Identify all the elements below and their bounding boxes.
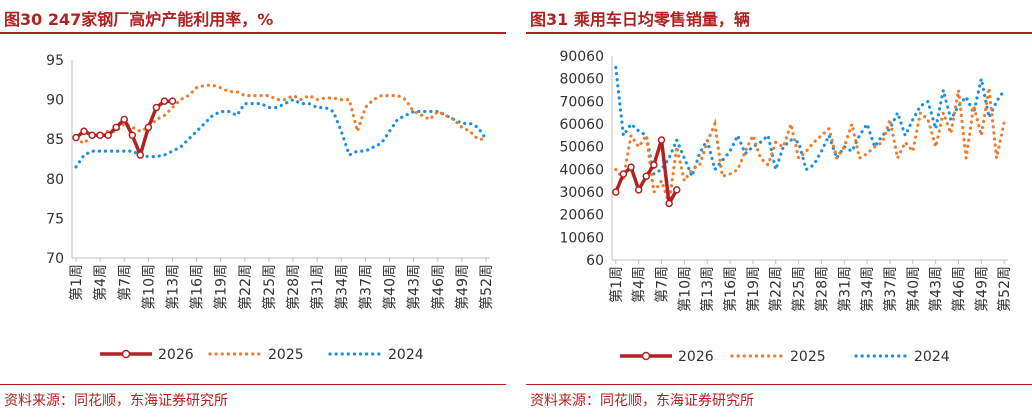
steel-utilization-chart: 70 75 80 85 90 95 第1周 第4周 第7周 第10周 第13周 第16周 第19周 第22… (46, 53, 495, 363)
legend-label-2025: 2025 (268, 347, 304, 363)
x-tick-label: 第34周 (859, 266, 876, 312)
y-tick-label: 75 (46, 211, 64, 227)
data-point-2026 (96, 131, 104, 139)
data-point-2026 (634, 186, 643, 194)
y-tick-label: 50060 (559, 140, 604, 156)
x-tick-label: 第10周 (676, 266, 693, 312)
x-tick-label: 第1周 (608, 266, 625, 303)
data-point-2026 (612, 188, 620, 196)
x-tick-label: 第52周 (478, 264, 495, 310)
title-rule (0, 32, 506, 34)
series-line-2025 (74, 83, 488, 146)
y-tick-label: 80060 (559, 72, 604, 88)
x-tick-label: 第49周 (454, 264, 471, 310)
x-tick-label: 第28周 (285, 264, 302, 310)
y-tick-label: 90 (46, 93, 64, 109)
data-point-2026 (160, 97, 169, 105)
data-point-2026 (168, 97, 177, 105)
x-tick-label: 第46周 (951, 266, 968, 312)
x-tick-label: 第40周 (382, 264, 399, 310)
data-point-2026 (112, 123, 120, 132)
source-text-steel: 资料来源：同花顺，东海证券研究所 (4, 393, 228, 409)
x-tick-label: 第52周 (996, 266, 1013, 312)
legend-label-2026: 2026 (678, 349, 714, 365)
data-point-2026 (104, 131, 112, 139)
x-tick-label: 第13周 (164, 264, 181, 310)
y-tick-label: 85 (46, 132, 64, 148)
y-tick-label: 30060 (559, 185, 604, 201)
data-point-2026 (665, 199, 673, 208)
x-tick-label: 第4周 (631, 266, 648, 303)
x-tick-label: 第34周 (333, 264, 350, 310)
x-tick-label: 第25周 (791, 266, 808, 312)
data-point-2026 (80, 127, 88, 136)
y-tick-label: 80 (46, 172, 64, 188)
source-rule (526, 384, 1032, 385)
x-tick-label: 第43周 (928, 266, 945, 312)
legend-label-2025: 2025 (790, 349, 826, 365)
source-text-car-sales: 资料来源：同花顺，东海证券研究所 (530, 393, 754, 409)
data-point-2026 (672, 186, 681, 194)
y-tick-label: 60060 (559, 117, 604, 133)
data-point-2026 (650, 161, 658, 169)
x-tick-label: 第46周 (430, 264, 447, 310)
data-point-2026 (657, 136, 666, 144)
x-tick-label: 第40周 (905, 266, 922, 312)
legend-label-2024: 2024 (388, 347, 424, 363)
x-tick-label: 第25周 (261, 264, 278, 310)
y-tick-label: 90060 (559, 49, 604, 65)
legend-marker-2026 (121, 349, 131, 359)
x-tick-label: 第19周 (213, 264, 230, 310)
source-rule (0, 384, 506, 385)
data-point-2026 (128, 131, 137, 139)
x-tick-label: 第31周 (836, 266, 853, 312)
y-tick-label: 10060 (559, 230, 604, 246)
x-tick-label: 第1周 (68, 264, 85, 301)
legend-marker-2026 (641, 351, 651, 361)
chart-title-steel: 图30 247家钢厂高炉产能利用率，% (4, 10, 274, 29)
series-line-2025 (614, 87, 1006, 205)
x-tick-label: 第13周 (699, 266, 716, 312)
series-line-2024 (74, 97, 488, 169)
x-tick-label: 第7周 (654, 266, 671, 303)
data-point-2026 (88, 131, 96, 139)
x-tick-label: 第16周 (722, 266, 739, 312)
x-tick-label: 第49周 (973, 266, 990, 312)
data-point-2026 (619, 170, 628, 178)
x-tick-label: 第37周 (882, 266, 899, 312)
x-tick-label: 第28周 (813, 266, 830, 312)
data-point-2026 (152, 103, 161, 112)
data-point-2026 (642, 172, 651, 181)
x-tick-label: 第43周 (406, 264, 423, 310)
data-point-2026 (120, 115, 128, 124)
chart-panel-car-sales: 图31 乘用车日均零售销量，辆 60 10060 20060 30060 40060 50… (526, 0, 1032, 420)
title-rule (526, 32, 1032, 34)
x-tick-label: 第22周 (768, 266, 785, 312)
x-tick-label: 第16周 (189, 264, 206, 310)
y-tick-label: 95 (46, 53, 64, 69)
chart-panel-steel: 图30 247家钢厂高炉产能利用率，% 70 75 80 85 90 95 第1周 第4周 第7… (0, 0, 506, 420)
y-tick-label: 70 (46, 251, 64, 267)
car-sales-chart: 60 10060 20060 30060 40060 50060 60060 70060 800… (559, 49, 1013, 365)
data-point-2026 (627, 163, 635, 171)
x-tick-label: 第22周 (237, 264, 254, 310)
x-tick-label: 第37周 (357, 264, 374, 310)
data-point-2026 (72, 133, 80, 142)
x-tick-label: 第10周 (140, 264, 157, 310)
legend-label-2026: 2026 (158, 347, 194, 363)
chart-title-car-sales: 图31 乘用车日均零售销量，辆 (530, 10, 750, 29)
x-tick-label: 第31周 (309, 264, 326, 310)
series-line-2024 (614, 65, 1006, 181)
y-tick-label: 60 (586, 253, 604, 269)
x-tick-label: 第19周 (745, 266, 762, 312)
legend-label-2024: 2024 (914, 349, 950, 365)
data-point-2026 (144, 123, 153, 132)
y-tick-label: 70060 (559, 94, 604, 110)
data-point-2026 (136, 151, 145, 159)
x-tick-label: 第7周 (116, 264, 133, 301)
y-tick-label: 40060 (559, 162, 604, 178)
x-tick-label: 第4周 (92, 264, 109, 301)
y-tick-label: 20060 (559, 208, 604, 224)
